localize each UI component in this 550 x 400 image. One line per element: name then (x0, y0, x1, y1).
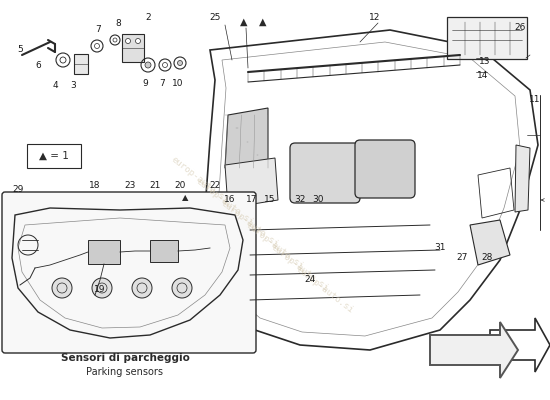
Text: 20: 20 (174, 180, 186, 190)
Text: europ-auto.si: europ-auto.si (170, 155, 230, 205)
Text: 10: 10 (172, 80, 184, 88)
Polygon shape (515, 145, 530, 212)
Polygon shape (490, 318, 550, 372)
Text: Parking sensors: Parking sensors (86, 367, 163, 377)
Text: 28: 28 (481, 252, 493, 262)
Text: Sensori di parcheggio: Sensori di parcheggio (60, 353, 189, 363)
Text: 27: 27 (456, 252, 468, 262)
Text: 7: 7 (95, 26, 101, 34)
Text: ▲ = 1: ▲ = 1 (39, 151, 69, 161)
Text: ▲: ▲ (259, 17, 267, 27)
Text: 18: 18 (89, 180, 101, 190)
Text: 26: 26 (514, 24, 526, 32)
Text: 22: 22 (210, 180, 221, 190)
Polygon shape (470, 220, 510, 265)
Text: 21: 21 (149, 180, 161, 190)
Bar (74, 54, 88, 74)
Text: 2: 2 (145, 14, 151, 22)
Text: 14: 14 (477, 72, 489, 80)
Text: europ-auto.si: europ-auto.si (195, 177, 255, 227)
Text: europ-auto.si: europ-auto.si (270, 243, 331, 293)
Text: 24: 24 (304, 276, 316, 284)
Text: 4: 4 (52, 82, 58, 90)
Text: 15: 15 (264, 196, 276, 204)
Text: 30: 30 (312, 196, 324, 204)
Circle shape (52, 278, 72, 298)
Text: 12: 12 (369, 14, 381, 22)
Circle shape (145, 62, 151, 68)
Text: 25: 25 (210, 14, 221, 22)
Text: 29: 29 (12, 186, 24, 194)
FancyBboxPatch shape (290, 143, 360, 203)
Text: 31: 31 (434, 242, 446, 252)
Text: 16: 16 (224, 196, 236, 204)
Polygon shape (225, 108, 268, 168)
Circle shape (178, 60, 183, 66)
Text: ▲: ▲ (182, 194, 188, 202)
Text: europ-auto.si: europ-auto.si (295, 265, 355, 315)
FancyBboxPatch shape (2, 192, 256, 353)
Text: 6: 6 (35, 62, 41, 70)
Text: ▲: ▲ (240, 17, 248, 27)
Polygon shape (225, 158, 278, 208)
Text: 23: 23 (124, 180, 136, 190)
Circle shape (132, 278, 152, 298)
Polygon shape (430, 322, 518, 378)
Text: 7: 7 (159, 80, 165, 88)
Bar (88, 240, 120, 264)
Circle shape (172, 278, 192, 298)
Text: 19: 19 (94, 286, 106, 294)
Text: 9: 9 (142, 80, 148, 88)
FancyBboxPatch shape (355, 140, 415, 198)
Text: europ-auto.si: europ-auto.si (245, 221, 305, 271)
Text: 13: 13 (479, 58, 491, 66)
Text: 11: 11 (529, 96, 541, 104)
Text: 3: 3 (70, 82, 76, 90)
Text: 17: 17 (246, 196, 258, 204)
Circle shape (125, 38, 130, 44)
Text: 32: 32 (294, 196, 306, 204)
Circle shape (135, 38, 140, 44)
Text: 8: 8 (115, 20, 121, 28)
Bar (122, 34, 144, 62)
Bar (150, 240, 178, 262)
Text: europ-auto.si: europ-auto.si (219, 199, 280, 249)
FancyBboxPatch shape (447, 17, 527, 59)
Text: 5: 5 (17, 46, 23, 54)
Circle shape (92, 278, 112, 298)
